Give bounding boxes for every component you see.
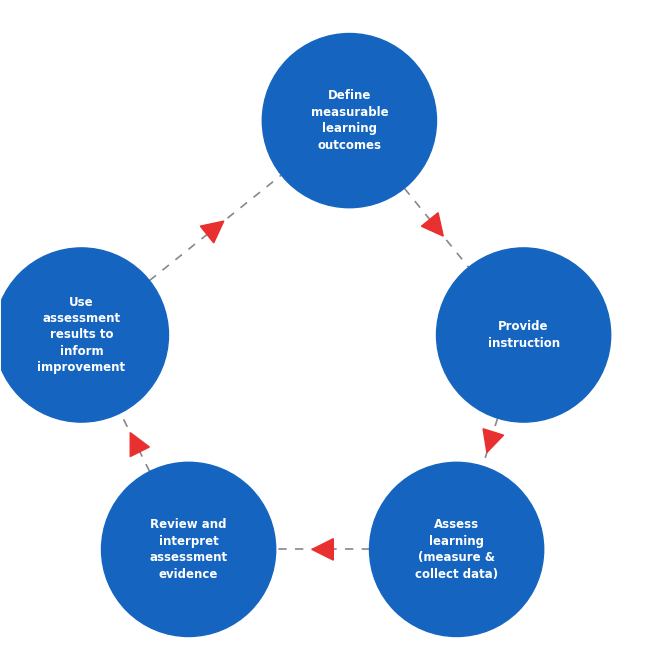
- Polygon shape: [421, 212, 444, 236]
- Polygon shape: [483, 429, 503, 452]
- Polygon shape: [200, 221, 224, 243]
- Circle shape: [262, 34, 437, 208]
- Circle shape: [437, 248, 611, 422]
- Polygon shape: [312, 539, 333, 560]
- Circle shape: [0, 248, 169, 422]
- Text: Review and
interpret
assessment
evidence: Review and interpret assessment evidence: [150, 518, 228, 581]
- Text: Assess
learning
(measure &
collect data): Assess learning (measure & collect data): [415, 518, 498, 581]
- Text: Use
assessment
results to
inform
improvement: Use assessment results to inform improve…: [38, 295, 126, 375]
- Polygon shape: [130, 433, 149, 456]
- Text: Define
measurable
learning
outcomes: Define measurable learning outcomes: [310, 89, 388, 152]
- Text: Provide
instruction: Provide instruction: [488, 320, 560, 350]
- Circle shape: [370, 462, 544, 636]
- Circle shape: [101, 462, 276, 636]
